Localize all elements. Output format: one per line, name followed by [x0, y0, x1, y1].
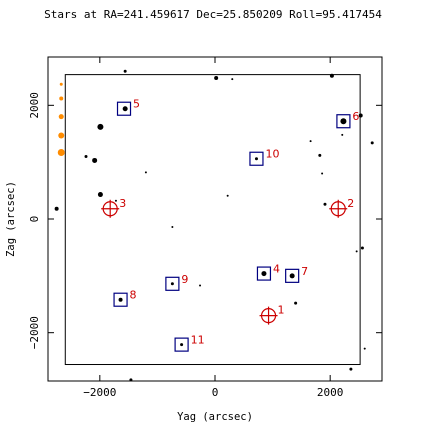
field-star [254, 157, 258, 161]
faint-stars [57, 82, 65, 156]
y-tick-label: 0 [28, 216, 41, 223]
guide-star-label: 4 [273, 263, 280, 276]
field-star [363, 347, 366, 350]
field-star [214, 76, 219, 81]
fid-lights: 3 2 1 [101, 197, 354, 325]
field-star [171, 225, 174, 228]
guide-star-box [336, 114, 351, 129]
faint-star [59, 82, 63, 86]
fid-light-label: 3 [119, 197, 126, 210]
field-star [123, 69, 127, 73]
guide-stars: 5 6 10 4 7 9 8 11 [113, 98, 359, 352]
faint-star [58, 132, 65, 139]
field-star [329, 73, 334, 78]
field-star [261, 271, 267, 277]
field-star [340, 118, 347, 125]
field-star [114, 199, 117, 202]
field-star [323, 202, 327, 206]
fid-light-label: 2 [347, 197, 354, 210]
ccd-box [64, 74, 361, 366]
x-axis-label: Yag (arcsec) [177, 411, 253, 423]
guide-star-box [174, 337, 189, 352]
y-tick-label: −2000 [28, 316, 41, 349]
guide-star-label: 8 [130, 289, 137, 302]
guide-star-box [165, 276, 180, 291]
y-axis-label: Zag (arcsec) [5, 181, 17, 257]
x-tick-label: 0 [212, 386, 219, 399]
guide-star-label: 6 [352, 110, 359, 123]
field-star [318, 153, 322, 157]
field-star [144, 171, 147, 174]
field-star [370, 141, 374, 145]
x-tick-label: −2000 [83, 386, 116, 399]
field-star [170, 282, 174, 286]
guide-star-box [116, 101, 132, 116]
guide-star-label: 9 [181, 273, 188, 286]
guide-star-box [113, 292, 128, 307]
field-star [360, 246, 364, 250]
plot-frame [47, 56, 383, 382]
field-star [180, 343, 184, 347]
ccd-box-group [64, 74, 361, 366]
field-star [118, 297, 123, 302]
field-star [199, 284, 202, 287]
faint-star [57, 148, 65, 156]
field-star [226, 194, 229, 197]
guide-star-box [285, 268, 300, 283]
y-tick-label: 2000 [28, 92, 41, 119]
axis-ticks: −2000 0 2000 −2000 0 2000 [28, 57, 382, 399]
field-star [129, 378, 133, 382]
chart-title: Stars at RA=241.459617 Dec=25.850209 Rol… [44, 8, 382, 21]
field-star [349, 367, 353, 371]
guide-star-box [249, 151, 264, 166]
field-star [84, 154, 88, 158]
field-star [97, 123, 104, 130]
guide-star-label: 7 [301, 265, 308, 278]
field-star [122, 106, 128, 112]
guide-star-label: 5 [133, 98, 140, 111]
guide-star-label: 11 [191, 334, 205, 347]
field-star [309, 140, 312, 143]
field-stars [54, 69, 374, 382]
field-star [321, 172, 324, 175]
faint-star [59, 96, 64, 101]
field-star [355, 250, 358, 253]
field-star [54, 206, 59, 211]
guide-star-label: 10 [265, 148, 279, 161]
field-star [294, 301, 298, 305]
field-star [341, 133, 344, 136]
faint-star [58, 114, 64, 120]
field-star [97, 192, 103, 198]
x-tick-label: 2000 [317, 386, 344, 399]
guide-star-box [256, 266, 272, 281]
field-star [92, 157, 98, 163]
field-star [289, 273, 295, 279]
field-star [231, 78, 234, 81]
field-star [358, 113, 363, 118]
fid-light-label: 1 [278, 304, 285, 317]
